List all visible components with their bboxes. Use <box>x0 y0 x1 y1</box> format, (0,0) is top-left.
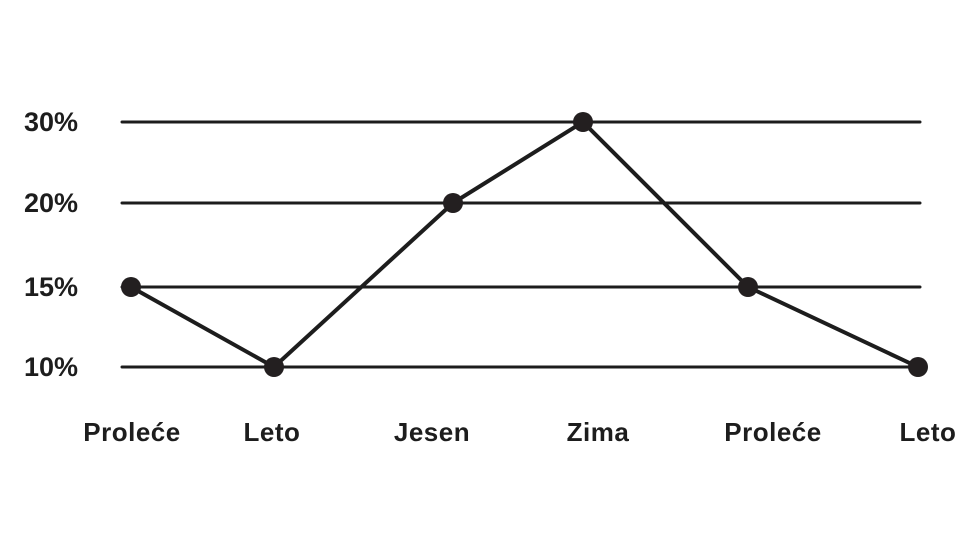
data-point <box>264 357 284 377</box>
x-axis-label: Jesen <box>394 417 470 447</box>
data-point <box>908 357 928 377</box>
y-axis-tick-label: 10% <box>24 352 78 382</box>
x-axis-label: Zima <box>567 417 630 447</box>
x-axis-label: Leto <box>900 417 957 447</box>
y-axis-tick-label: 20% <box>24 188 78 218</box>
x-axis-label: Proleće <box>724 417 821 447</box>
x-axis-label: Proleće <box>83 417 180 447</box>
x-axis-label: Leto <box>244 417 301 447</box>
y-axis-tick-label: 15% <box>24 272 78 302</box>
data-line <box>130 120 919 369</box>
data-point <box>121 277 141 297</box>
data-point <box>443 193 463 213</box>
y-axis-tick-label: 30% <box>24 107 78 137</box>
data-point <box>738 277 758 297</box>
data-point <box>573 112 593 132</box>
